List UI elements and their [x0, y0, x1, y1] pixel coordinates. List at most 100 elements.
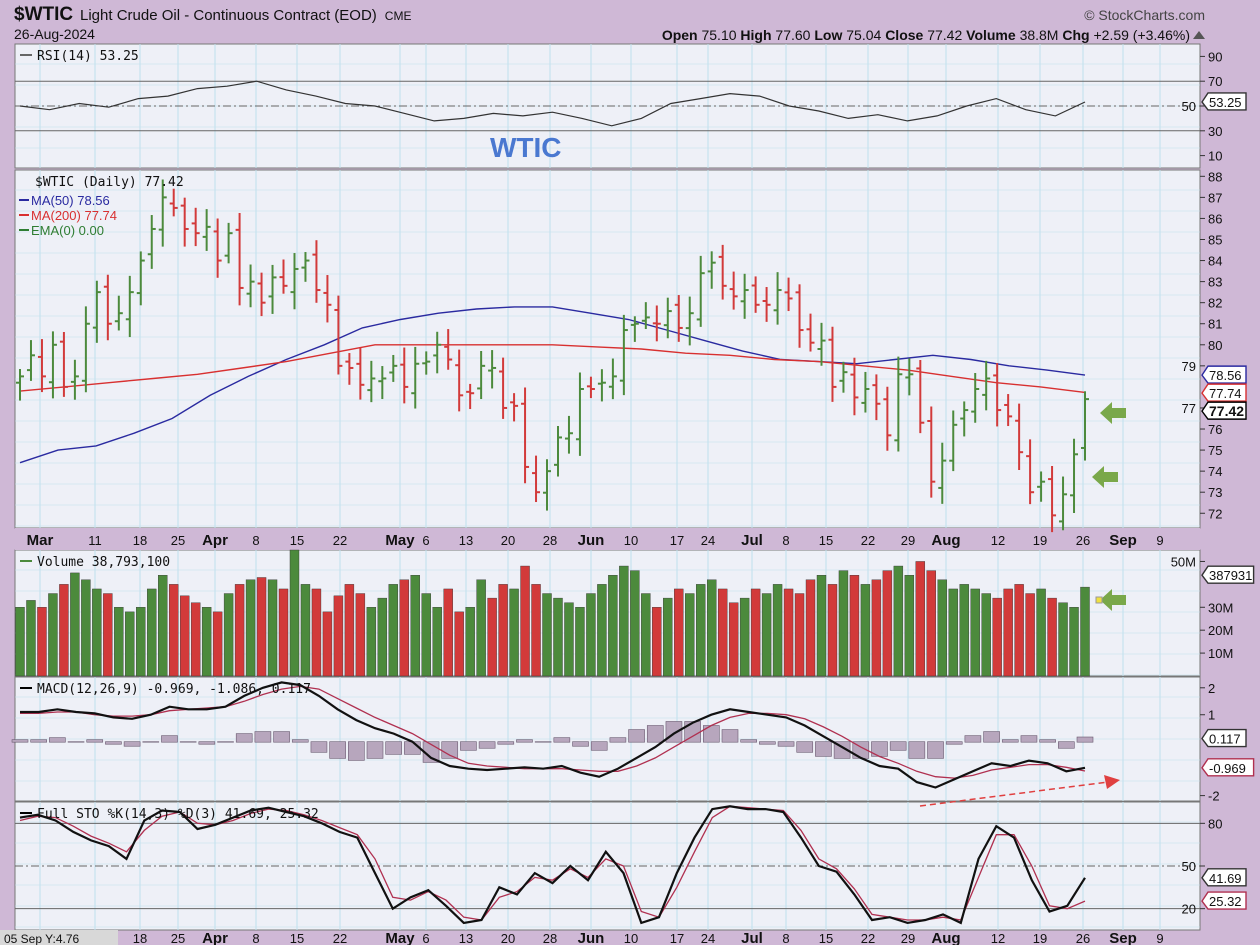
x-tick-label: 15 [290, 533, 304, 548]
x-tick-label-bottom: 28 [543, 931, 557, 945]
ma50-last-value: 78.56 [1209, 368, 1242, 383]
x-tick-label: 8 [782, 533, 789, 548]
sto-k-last-value-tag [1201, 868, 1247, 887]
macd-histogram-bar [478, 741, 496, 749]
y-tick-label: 73 [1208, 485, 1222, 500]
x-tick-label: Sep [1109, 532, 1137, 549]
volume-bar [728, 602, 739, 677]
x-tick-label: 8 [252, 533, 259, 548]
macd-histogram-bar [927, 741, 944, 759]
macd-line [20, 681, 1086, 789]
volume-bar [223, 593, 234, 677]
y-tick-label: 87 [1208, 190, 1222, 205]
y-tick-label: 88 [1208, 169, 1222, 184]
volume-bar [48, 593, 58, 677]
x-tick-label-bottom: 12 [991, 931, 1005, 945]
x-tick-label: 29 [901, 533, 915, 548]
y-tick-label: 80 [1208, 816, 1222, 831]
macd-histogram-bar [11, 739, 29, 743]
rsi-last-value: 53.25 [1209, 95, 1242, 110]
macd-last-value-tag [1201, 758, 1255, 777]
volume-bar [838, 570, 849, 677]
macd-histogram-bar [1058, 741, 1075, 749]
panel-title: Full STO %K(14,3) %D(3) 41.69, 25.32 [37, 807, 319, 822]
macd-histogram-bar [628, 729, 645, 743]
x-tick-label: 12 [991, 533, 1005, 548]
volume-bar [685, 593, 695, 677]
x-tick-label-bottom: Apr [202, 930, 228, 945]
volume-bar [772, 584, 783, 677]
macd-histogram-bar [1076, 736, 1094, 743]
volume-bar [366, 607, 377, 677]
instrument-name: Light Crude Oil - Continuous Contract (E… [80, 7, 377, 24]
y-tick-label: 74 [1208, 464, 1222, 479]
volume-bar [630, 570, 640, 677]
legend-item: MA(200) 77.74 [31, 208, 117, 223]
volume-bar [158, 575, 168, 677]
price-title: $WTIC (Daily) 77.42 [35, 175, 184, 190]
macd-histogram-bar [366, 741, 384, 759]
volume-bar [520, 565, 530, 677]
macd-histogram-bar [105, 741, 122, 745]
y-tick-label: 2 [1208, 681, 1215, 696]
sto-d-line [19, 805, 1086, 921]
macd-histogram-bar [198, 741, 216, 745]
x-tick-label-bottom: Jul [741, 930, 763, 945]
volume-bar [278, 588, 289, 677]
x-tick-label: 22 [333, 533, 347, 548]
x-tick-label-bottom: 22 [333, 931, 347, 945]
x-tick-label-bottom: 9 [1156, 931, 1163, 945]
volume-bar [509, 588, 519, 677]
macd-histogram-bar [142, 741, 160, 743]
volume-bar [498, 584, 508, 677]
volume-bar [926, 570, 936, 677]
volume-bar [750, 588, 761, 677]
y-tick-label: 77 [1182, 401, 1196, 416]
x-tick-label-bottom: 17 [670, 931, 684, 945]
macd-histogram-bar [254, 731, 272, 743]
y-tick-label: 86 [1208, 211, 1222, 226]
x-tick-label: 13 [459, 533, 473, 548]
volume-bar [849, 575, 860, 677]
volume-bar [454, 611, 464, 677]
rsi-last-value-tag [1201, 92, 1247, 111]
macd-histogram-bar [889, 741, 907, 751]
volume-bar [59, 584, 69, 677]
ma50-last-value-tag [1201, 365, 1247, 384]
ma200-last-value: 77.74 [1209, 386, 1242, 401]
y-tick-label: 81 [1208, 317, 1222, 332]
macd-histogram-bar [964, 735, 982, 743]
trend-arrow-line [919, 781, 1109, 807]
volume-bar [542, 593, 552, 677]
volume-bar [586, 593, 596, 677]
macd-histogram-bar [1001, 739, 1019, 743]
x-tick-label: Jun [578, 532, 605, 549]
volume-bar [937, 579, 947, 677]
volume-bar [103, 593, 113, 677]
volume-bar [190, 602, 201, 677]
volume-bar [344, 584, 355, 677]
y-tick-label: 79 [1182, 359, 1196, 374]
volume-bar [37, 607, 47, 677]
x-tick-label: 15 [819, 533, 833, 548]
macd-histogram-bar [796, 741, 814, 753]
volume-bar [1047, 597, 1057, 677]
volume-bar [696, 584, 706, 677]
volume-bar [564, 602, 574, 677]
macd-histogram-bar [123, 741, 141, 747]
x-tick-label: 10 [624, 533, 638, 548]
volume-bar [707, 579, 717, 677]
x-tick-label: Mar [27, 532, 54, 549]
x-tick-label: 9 [1156, 533, 1163, 548]
macd-histogram-bar [777, 741, 795, 747]
macd-histogram-bar [291, 739, 309, 743]
y-tick-label: 83 [1208, 275, 1222, 290]
volume-bar [641, 593, 651, 677]
volume-bar [399, 579, 409, 677]
sto-k-last-value: 41.69 [1209, 871, 1242, 886]
volume-bar [575, 607, 585, 677]
volume-bar [663, 597, 673, 677]
volume-bar [421, 593, 431, 677]
x-tick-label-bottom: 26 [1076, 931, 1090, 945]
